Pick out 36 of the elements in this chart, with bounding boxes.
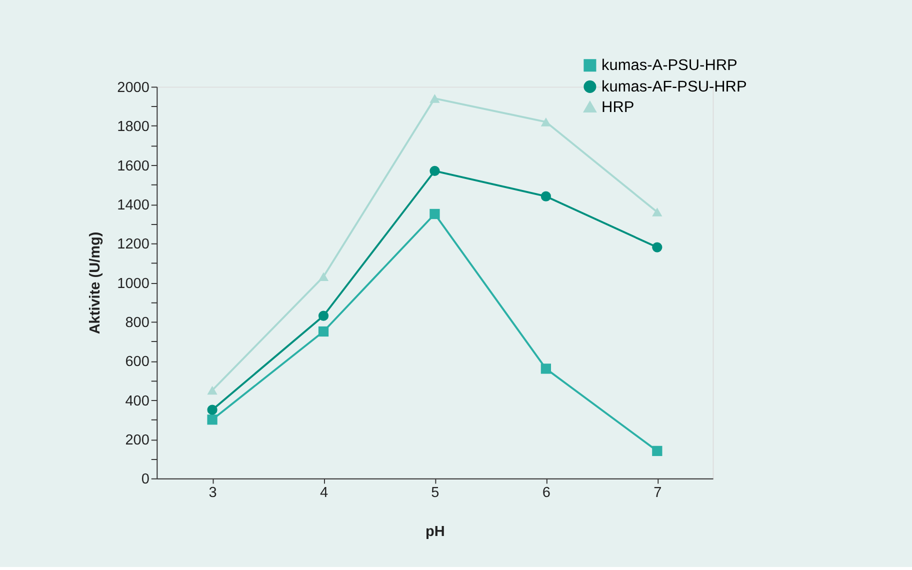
point (540, 364, 552, 374)
point (652, 446, 662, 456)
y-tick-label: 400 (125, 393, 150, 410)
x-tick-label: 5 (431, 485, 440, 502)
point (318, 310, 329, 321)
x-axis-title: pH (426, 524, 445, 540)
point (318, 326, 329, 337)
y-tick-label: 600 (125, 354, 150, 370)
point (430, 166, 440, 176)
legend-label: kumas-AF-PSU-HRP (602, 78, 747, 96)
y-tick-label: 1200 (117, 236, 150, 253)
y-tick-label: 1600 (117, 158, 150, 174)
x-tick-label: 4 (320, 485, 328, 502)
point (540, 118, 552, 126)
point (207, 414, 218, 425)
point (318, 272, 329, 282)
y-tick-label: 1400 (117, 198, 150, 214)
point (652, 242, 662, 252)
y-tick-label: 1800 (117, 119, 150, 136)
x-tick-label: 7 (654, 485, 662, 502)
x-tick-label: 3 (208, 485, 217, 502)
y-tick-label: 2000 (117, 80, 150, 96)
legend-label: kumas-A-PSU-HRP (602, 57, 738, 74)
legend-label: HRP (602, 98, 634, 116)
point (430, 208, 440, 220)
point (430, 94, 440, 103)
point (540, 191, 552, 202)
y-tick-label: 200 (125, 432, 150, 449)
y-axis-title: Aktivite (U/mg) (88, 232, 104, 334)
point (652, 208, 662, 216)
y-tick-label: 1000 (117, 276, 150, 292)
point (207, 404, 218, 415)
x-tick-label: 6 (542, 485, 550, 502)
point (207, 386, 218, 395)
y-tick-label: 0 (141, 472, 150, 488)
y-tick-label: 800 (125, 315, 150, 332)
